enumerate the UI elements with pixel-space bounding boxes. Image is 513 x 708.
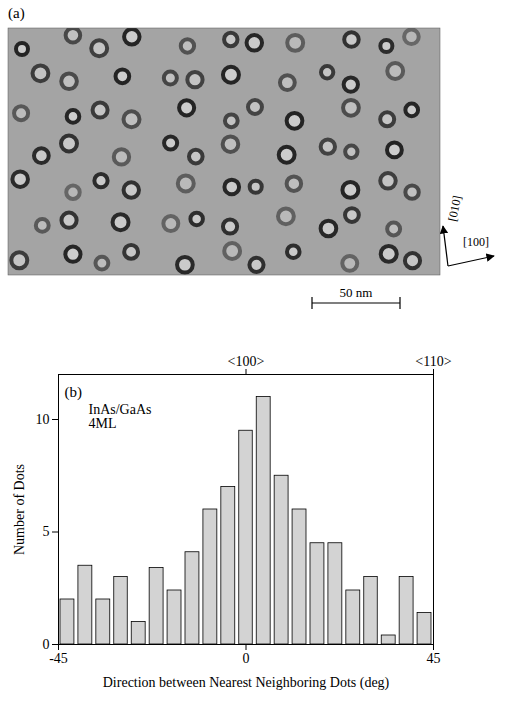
svg-text:[010]: [010] — [445, 194, 464, 222]
svg-text:50 nm: 50 nm — [340, 285, 373, 300]
svg-text:(b): (b) — [65, 384, 83, 401]
svg-text:0: 0 — [243, 651, 250, 666]
svg-text:0: 0 — [43, 637, 50, 652]
svg-text:45: 45 — [427, 651, 441, 666]
svg-text:(a): (a) — [8, 5, 25, 22]
svg-text:InAs/GaAs4ML: InAs/GaAs4ML — [89, 402, 152, 431]
svg-text:<100>: <100> — [228, 354, 265, 369]
svg-text:<110>: <110> — [415, 354, 451, 369]
svg-text:10: 10 — [36, 412, 50, 427]
svg-text:Direction between Nearest Neig: Direction between Nearest Neighboring Do… — [103, 675, 390, 691]
svg-text:5: 5 — [43, 524, 50, 539]
svg-text:-45: -45 — [49, 651, 68, 666]
svg-text:Number of Dots: Number of Dots — [12, 464, 27, 555]
svg-text:[100]: [100] — [463, 235, 489, 249]
